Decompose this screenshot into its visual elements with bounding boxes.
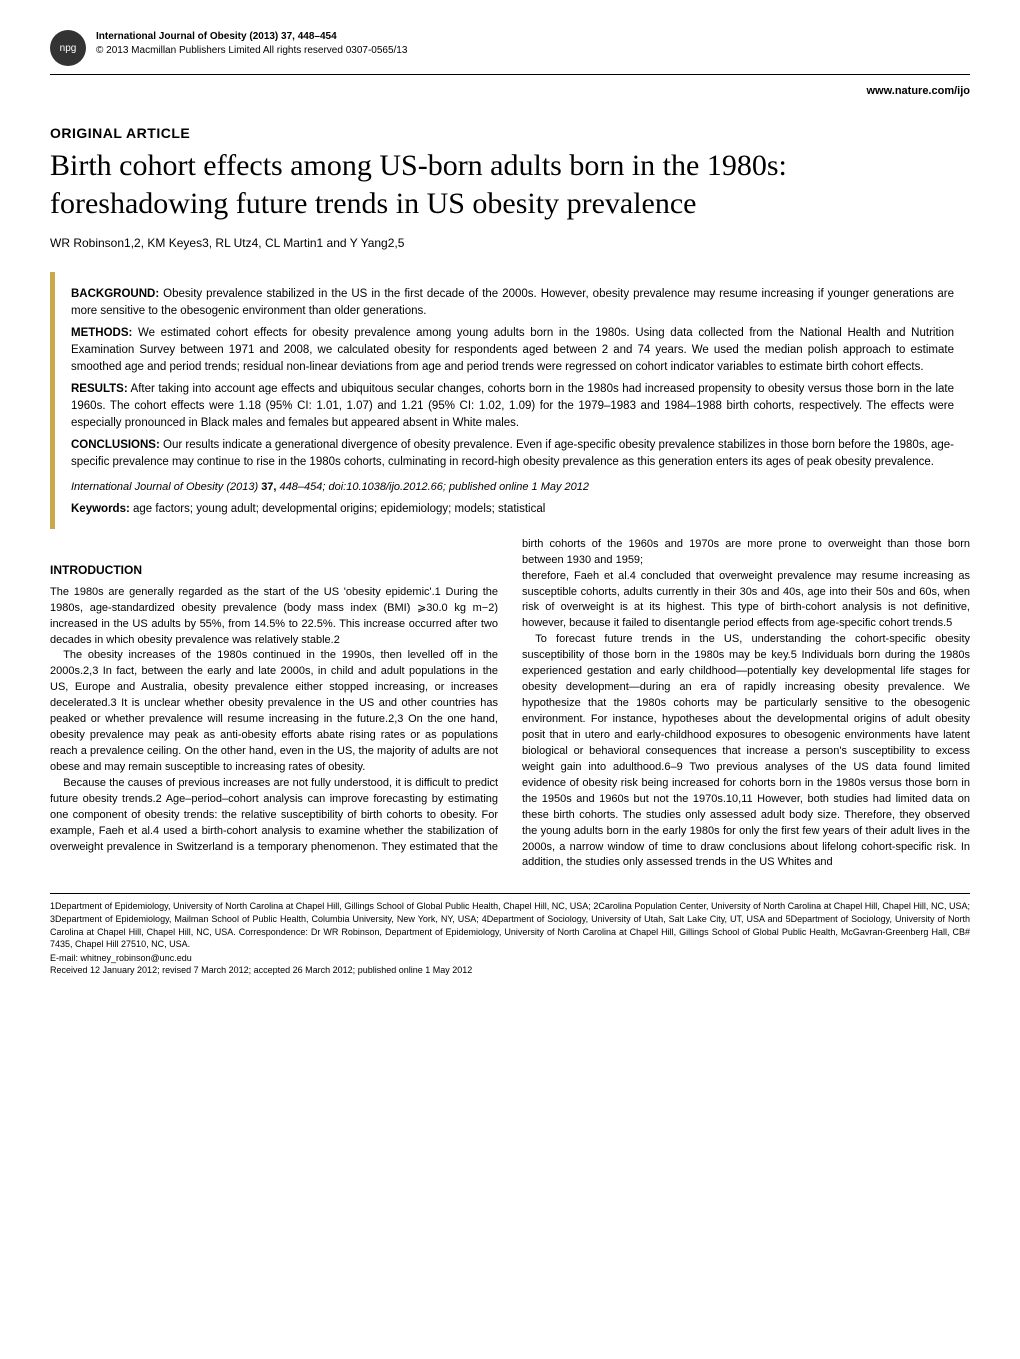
publisher-badge: npg [50, 30, 86, 66]
conclusions-text: Our results indicate a generational dive… [71, 439, 954, 468]
citation-journal: International Journal of Obesity [71, 481, 223, 493]
body-p4: therefore, Faeh et al.4 concluded that o… [522, 569, 970, 633]
year-volume-pages: (2013) 37, 448–454 [249, 31, 336, 42]
article-dates: Received 12 January 2012; revised 7 Marc… [50, 965, 970, 975]
keywords-text: age factors; young adult; developmental … [130, 503, 546, 515]
article-title: Birth cohort effects among US-born adult… [50, 147, 970, 222]
footer-rule [50, 893, 970, 894]
background-text: Obesity prevalence stabilized in the US … [71, 288, 954, 317]
abstract-conclusions: CONCLUSIONS: Our results indicate a gene… [71, 437, 954, 470]
abstract-methods: METHODS: We estimated cohort effects for… [71, 325, 954, 375]
correspondence-email: E-mail: whitney_robinson@unc.edu [50, 953, 970, 963]
body-p1: The 1980s are generally regarded as the … [50, 585, 498, 649]
methods-label: METHODS: [71, 327, 132, 339]
keywords-label: Keywords: [71, 503, 130, 515]
citation-pages: 448–454; doi:10.1038/ijo.2012.66; publis… [276, 481, 589, 493]
authors: WR Robinson1,2, KM Keyes3, RL Utz4, CL M… [50, 236, 970, 250]
article-type: ORIGINAL ARTICLE [50, 125, 970, 141]
header-row: npg International Journal of Obesity (20… [50, 30, 970, 66]
background-label: BACKGROUND: [71, 288, 159, 300]
results-label: RESULTS: [71, 383, 128, 395]
affiliations: 1Department of Epidemiology, University … [50, 900, 970, 950]
abstract-background: BACKGROUND: Obesity prevalence stabilize… [71, 286, 954, 319]
abstract-box: BACKGROUND: Obesity prevalence stabilize… [50, 272, 970, 529]
body-two-column: INTRODUCTION The 1980s are generally reg… [50, 537, 970, 872]
copyright: © 2013 Macmillan Publishers Limited All … [96, 45, 407, 56]
citation-details: (2013) [223, 481, 261, 493]
abstract-results: RESULTS: After taking into account age e… [71, 381, 954, 431]
journal-name: International Journal of Obesity [96, 31, 247, 42]
header-rule [50, 74, 970, 75]
results-text: After taking into account age effects an… [71, 383, 954, 428]
keywords: Keywords: age factors; young adult; deve… [71, 503, 954, 515]
journal-url: www.nature.com/ijo [50, 85, 970, 97]
citation: International Journal of Obesity (2013) … [71, 481, 954, 493]
introduction-heading: INTRODUCTION [50, 563, 498, 577]
conclusions-label: CONCLUSIONS: [71, 439, 160, 451]
methods-text: We estimated cohort effects for obesity … [71, 327, 954, 372]
body-p2: The obesity increases of the 1980s conti… [50, 648, 498, 776]
journal-info: International Journal of Obesity (2013) … [96, 30, 970, 58]
body-p5: To forecast future trends in the US, und… [522, 632, 970, 871]
citation-volume: 37, [261, 481, 276, 493]
